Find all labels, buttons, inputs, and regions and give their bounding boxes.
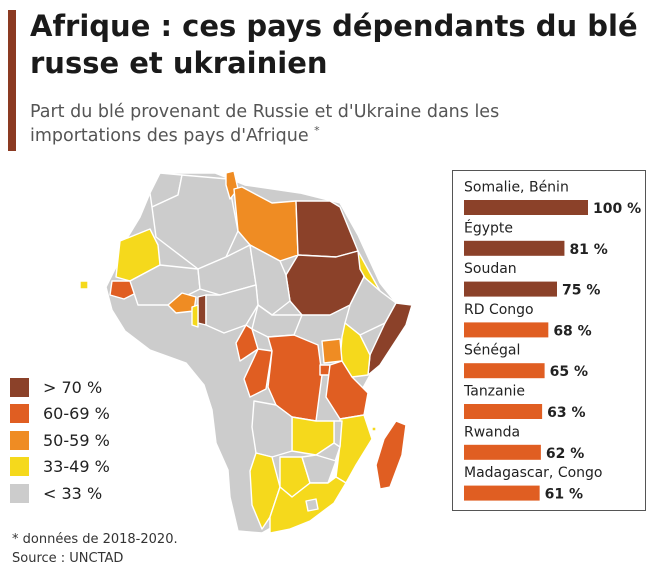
bar-category-label: Sénégal (464, 343, 520, 359)
map-egypt (295, 200, 359, 258)
bar-category-label: Égypte (464, 219, 513, 236)
map-nigeria (205, 284, 259, 334)
source-text: Source : UNCTAD (12, 551, 124, 566)
bar (464, 404, 543, 419)
legend-label: 33-49 % (43, 457, 110, 477)
bar-value-label: 62 % (546, 446, 584, 462)
bar (464, 281, 557, 297)
legend-label: 50-59 % (43, 430, 110, 450)
legend-label: 60-69 % (43, 404, 110, 424)
subtitle-text: Part du blé provenant de Russie et d'Ukr… (30, 102, 500, 146)
map-angola (251, 400, 293, 458)
africa-map (79, 170, 413, 534)
map-senegal (109, 280, 137, 300)
bar-value-label: 81 % (569, 242, 607, 258)
bar-value-label: 63 % (547, 405, 585, 421)
bar-category-label: Tanzanie (463, 384, 525, 400)
map-uganda (321, 338, 343, 364)
bar (464, 200, 588, 215)
subtitle-footnote-mark: * (314, 124, 320, 138)
bar-value-label: 65 % (550, 364, 588, 380)
bar-chart-panel: Somalie, Bénin 100 % Égypte 81 % Soudan 75 % R… (452, 170, 646, 511)
legend-item: < 33 % (10, 480, 110, 507)
bar-category-label: Somalie, Bénin (464, 180, 569, 196)
map-congo (243, 348, 273, 398)
map-tanzania (325, 360, 369, 420)
footnote-text: * données de 2018-2020. (12, 532, 178, 547)
legend-swatch-over-70 (10, 377, 29, 397)
bar-value-label: 61 % (545, 487, 583, 503)
bar-value-label: 68 % (553, 323, 591, 339)
legend-swatch-50-59 (10, 430, 29, 450)
bar (464, 363, 545, 379)
page-title: Afrique : ces pays dépendants du blé rus… (30, 9, 638, 80)
bar-category-label: Rwanda (464, 424, 520, 440)
bar-category-label: Soudan (464, 261, 517, 277)
map-cape-verde (79, 280, 89, 290)
legend-swatch-60-69 (10, 404, 29, 424)
bar-value-label: 75 % (562, 283, 600, 299)
legend-swatch-33-49 (10, 457, 29, 477)
map-mozambique (335, 414, 373, 484)
bar-chart: Somalie, Bénin 100 % Égypte 81 % Soudan 75 % R… (463, 180, 641, 503)
map-comoros (371, 426, 377, 432)
title-accent-bar (8, 10, 16, 151)
legend-item: 33-49 % (10, 454, 110, 481)
map-madagascar (375, 420, 407, 490)
legend-label: < 33 % (43, 483, 103, 503)
page-subtitle: Part du blé provenant de Russie et d'Ukr… (30, 100, 550, 148)
map-namibia (249, 452, 281, 530)
bar (464, 322, 549, 338)
bar-category-label: Madagascar, Congo (464, 465, 602, 481)
bar-value-label: 100 % (593, 201, 641, 217)
legend-item: > 70 % (10, 374, 110, 401)
map-cameroon (235, 324, 259, 362)
footer: * données de 2018-2020. Source : UNCTAD (12, 530, 178, 568)
bar (464, 444, 541, 460)
map-somalia (367, 302, 413, 376)
map-togo (191, 304, 199, 328)
map-zimbabwe (301, 454, 337, 484)
bar-category-label: RD Congo (464, 302, 534, 318)
map-burkina (167, 292, 197, 314)
map-benin (197, 294, 207, 326)
map-malawi (333, 420, 343, 448)
map-kenya (339, 322, 371, 378)
legend-swatch-under-33 (10, 483, 29, 503)
map-legend: > 70 % 60-69 % 50-59 % 33-49 % < 33 % (10, 374, 110, 507)
legend-item: 60-69 % (10, 401, 110, 428)
legend-item: 50-59 % (10, 427, 110, 454)
bar (464, 240, 565, 256)
legend-label: > 70 % (43, 377, 103, 397)
map-lesotho (305, 498, 319, 512)
bar (464, 485, 540, 501)
